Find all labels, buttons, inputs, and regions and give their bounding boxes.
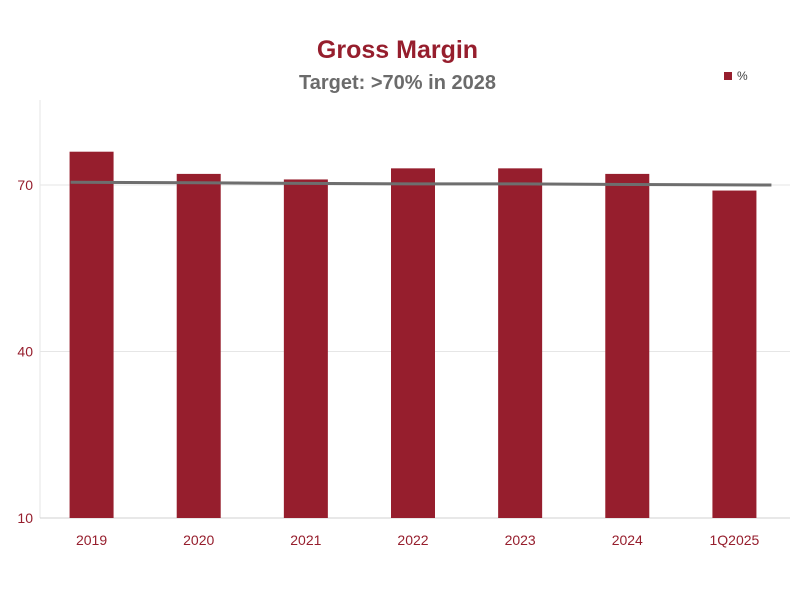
bar <box>605 173 650 518</box>
legend-swatch <box>724 72 732 80</box>
x-tick-label: 2019 <box>76 532 107 548</box>
chart-title: Gross Margin <box>316 36 479 64</box>
target-line <box>70 180 772 187</box>
y-tick-label: 70 <box>17 177 33 193</box>
x-tick-label: 2022 <box>397 532 428 548</box>
bar <box>176 173 221 518</box>
x-tick-label: 2021 <box>290 532 321 548</box>
y-tick-label: 40 <box>17 344 33 360</box>
x-tick-label: 2023 <box>505 532 536 548</box>
y-tick-label: 10 <box>17 510 33 526</box>
bar <box>283 179 328 518</box>
chart-subtitle: Target: >70% in 2028 <box>299 72 496 94</box>
legend: % <box>724 69 748 83</box>
bar <box>498 168 543 518</box>
bar <box>69 151 114 518</box>
bar <box>712 190 757 519</box>
x-tick-label: 1Q2025 <box>710 532 760 548</box>
x-tick-label: 2020 <box>183 532 214 548</box>
bar <box>391 168 435 518</box>
x-tick-label: 2024 <box>612 532 643 548</box>
legend-label: % <box>737 69 748 83</box>
